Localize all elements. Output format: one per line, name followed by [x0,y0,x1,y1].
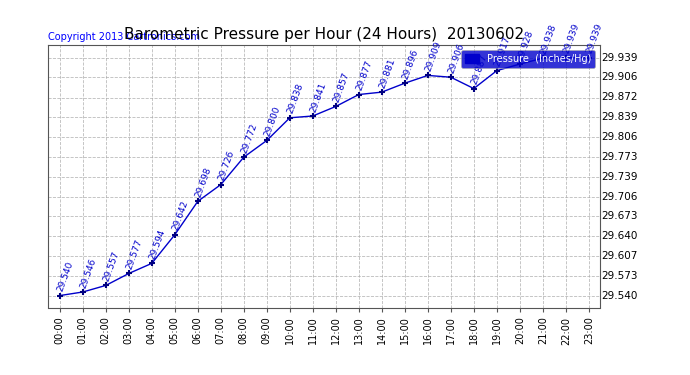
Text: 29.917: 29.917 [493,35,512,68]
Text: 29.939: 29.939 [562,22,581,55]
Text: 29.800: 29.800 [262,105,282,138]
Text: 29.939: 29.939 [602,53,638,63]
Text: 29.573: 29.573 [602,271,638,281]
Text: 29.909: 29.909 [424,40,443,73]
Text: 29.739: 29.739 [602,172,638,182]
Text: 29.773: 29.773 [602,152,638,162]
Text: 29.673: 29.673 [602,211,638,221]
Text: 29.540: 29.540 [55,260,75,293]
Text: 29.881: 29.881 [377,57,397,89]
Text: 29.698: 29.698 [193,166,213,198]
Text: 29.841: 29.841 [308,81,328,113]
Text: 29.577: 29.577 [124,238,144,271]
Text: 29.928: 29.928 [515,29,535,62]
Title: Barometric Pressure per Hour (24 Hours)  20130602: Barometric Pressure per Hour (24 Hours) … [124,27,524,42]
Text: 29.642: 29.642 [170,200,190,232]
Text: 29.706: 29.706 [602,192,638,201]
Text: 29.607: 29.607 [602,251,638,261]
Text: 29.557: 29.557 [101,250,121,283]
Text: 29.726: 29.726 [217,149,236,182]
Text: 29.872: 29.872 [602,93,638,102]
Legend: Pressure  (Inches/Hg): Pressure (Inches/Hg) [461,50,595,68]
Text: 29.877: 29.877 [355,59,374,92]
Text: 29.838: 29.838 [286,82,305,115]
Text: 29.938: 29.938 [538,22,558,56]
Text: 29.857: 29.857 [331,71,351,104]
Text: 29.839: 29.839 [602,112,638,122]
Text: Copyright 2013 Cartronics.com: Copyright 2013 Cartronics.com [48,32,200,42]
Text: 29.887: 29.887 [469,53,489,86]
Text: 29.906: 29.906 [602,72,638,82]
Text: 29.806: 29.806 [602,132,638,142]
Text: 29.896: 29.896 [400,48,420,80]
Text: 29.594: 29.594 [148,228,167,261]
Text: 29.546: 29.546 [79,256,98,289]
Text: 29.640: 29.640 [602,231,638,241]
Text: 29.772: 29.772 [239,122,259,154]
Text: 29.906: 29.906 [446,42,466,75]
Text: 29.939: 29.939 [584,22,604,55]
Text: 29.540: 29.540 [602,291,638,301]
